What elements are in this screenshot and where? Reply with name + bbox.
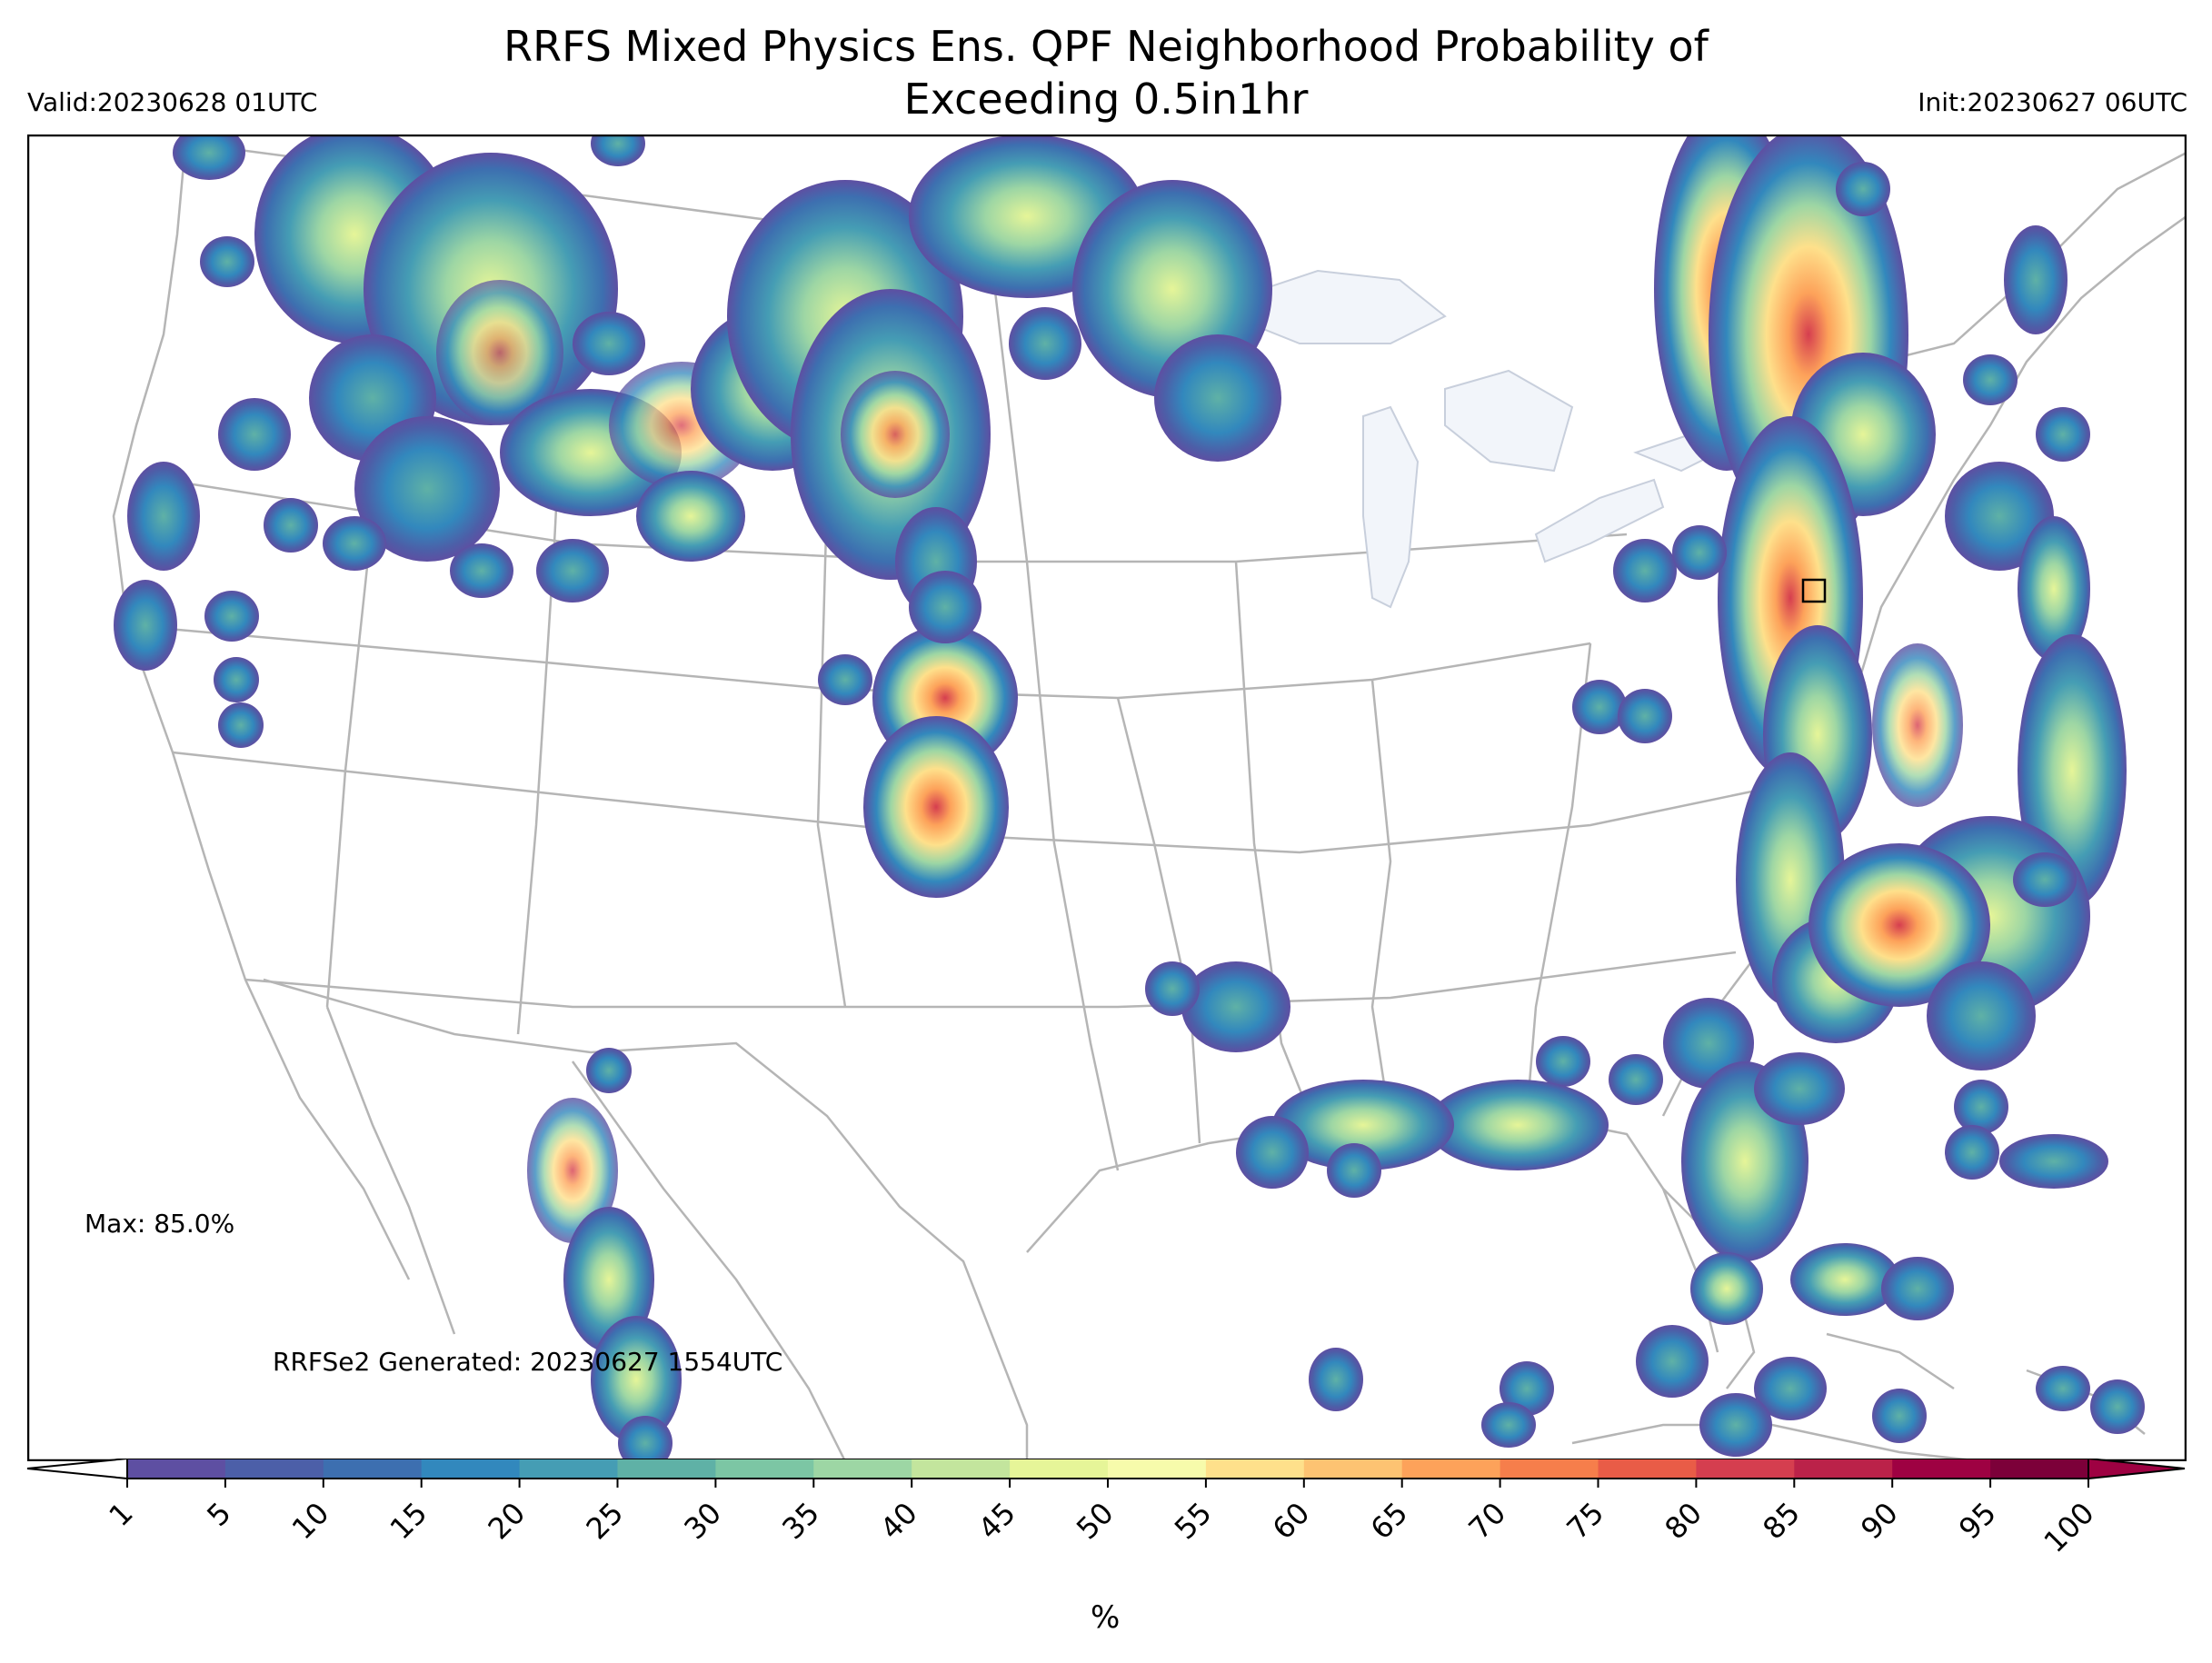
colorbar-tick-label: 50	[1070, 1496, 1121, 1547]
colorbar-segment	[1990, 1459, 2089, 1479]
probability-map	[27, 134, 2187, 1461]
colorbar-segment	[715, 1459, 814, 1479]
colorbar-segment	[617, 1459, 716, 1479]
init-time-label: Init:20230627 06UTC	[1918, 87, 2187, 117]
colorbar-tick-label: 100	[2038, 1496, 2101, 1559]
colorbar-under-extend	[26, 1459, 128, 1480]
great-lakes	[1234, 269, 1719, 609]
colorbar-tick-label: 55	[1168, 1496, 1219, 1547]
colorbar-tick-label: 85	[1756, 1496, 1807, 1547]
colorbar-segment	[127, 1459, 226, 1479]
max-location-marker	[1801, 578, 1827, 603]
colorbar-segment	[1892, 1459, 1991, 1479]
map-borders	[112, 134, 2187, 1461]
colorbar-tick-label: 1	[102, 1496, 139, 1533]
colorbar-segment	[1500, 1459, 1599, 1479]
title-line-2: Exceeding 0.5in1hr	[903, 75, 1309, 124]
colorbar-segment	[421, 1459, 521, 1479]
colorbar-segment	[912, 1459, 1011, 1479]
probability-field	[114, 134, 2145, 1461]
colorbar-tick-label: 10	[285, 1496, 336, 1547]
colorbar-tick-label: 40	[873, 1496, 924, 1547]
chart-title: RRFS Mixed Physics Ens. QPF Neighborhood…	[0, 20, 2212, 125]
colorbar-segment	[519, 1459, 618, 1479]
colorbar-tick-label: 65	[1364, 1496, 1415, 1547]
colorbar-segment	[1696, 1459, 1795, 1479]
generated-label: RRFSe2 Generated: 20230627 1554UTC	[273, 1347, 783, 1377]
colorbar-tick-label: 80	[1658, 1496, 1709, 1547]
colorbar-tick-label: 15	[384, 1496, 434, 1547]
colorbar-segment	[323, 1459, 423, 1479]
colorbar-segment	[1108, 1459, 1207, 1479]
colorbar: 1 5 10 15 20 25 30 35 40 45 50 55 60 65 70 75 80 85 90 95 10…	[26, 1459, 2186, 1559]
colorbar-segment	[1205, 1459, 1305, 1479]
colorbar-segment	[1794, 1459, 1893, 1479]
colorbar-segment	[1303, 1459, 1403, 1479]
colorbar-tick-label: 30	[677, 1496, 728, 1547]
max-value-label: Max: 85.0%	[85, 1209, 235, 1239]
colorbar-segment	[813, 1459, 912, 1479]
colorbar-tick-label: 70	[1462, 1496, 1513, 1547]
colorbar-tick-label: 35	[775, 1496, 826, 1547]
colorbar-unit-label: %	[1091, 1599, 1121, 1636]
colorbar-tick-label: 75	[1559, 1496, 1610, 1547]
colorbar-tick-label: 5	[200, 1496, 237, 1533]
title-line-1: RRFS Mixed Physics Ens. QPF Neighborhood…	[503, 22, 1709, 71]
colorbar-tick-label: 20	[482, 1496, 533, 1547]
colorbar-segment	[1598, 1459, 1697, 1479]
colorbar-segment	[224, 1459, 324, 1479]
colorbar-segment	[1010, 1459, 1109, 1479]
valid-time-label: Valid:20230628 01UTC	[27, 87, 318, 117]
colorbar-tick-label: 90	[1854, 1496, 1905, 1547]
colorbar-tick-label: 45	[971, 1496, 1022, 1547]
colorbar-tick-label: 60	[1266, 1496, 1317, 1547]
colorbar-tick-label: 25	[579, 1496, 630, 1547]
colorbar-segment	[1401, 1459, 1501, 1479]
colorbar-over-extend	[2087, 1459, 2186, 1480]
colorbar-tick-label: 95	[1952, 1496, 2003, 1547]
